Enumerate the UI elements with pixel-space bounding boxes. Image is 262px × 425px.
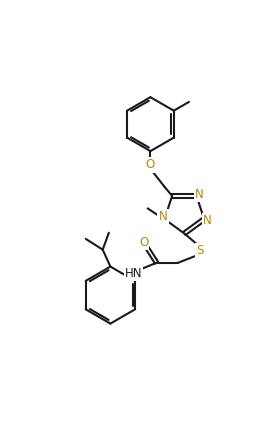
Text: S: S [196, 244, 203, 257]
Text: N: N [159, 210, 167, 223]
Text: O: O [139, 236, 148, 249]
Text: O: O [146, 159, 155, 171]
Text: N: N [195, 188, 204, 201]
Text: N: N [203, 214, 211, 227]
Text: HN: HN [125, 267, 142, 280]
